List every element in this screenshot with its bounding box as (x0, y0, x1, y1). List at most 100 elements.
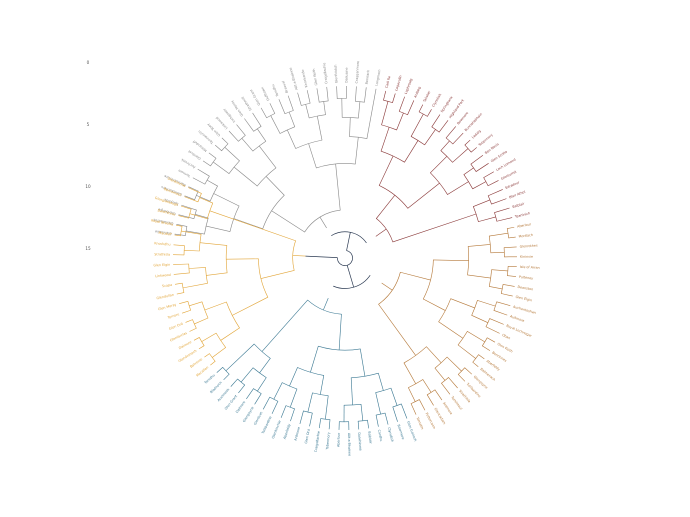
dendrogram-leaf-stem (464, 367, 473, 375)
dendrogram-leaf-stem (491, 198, 507, 205)
dendrogram-link-radial (349, 117, 351, 137)
leaf-label: Miltonduff (192, 139, 208, 153)
dendrogram-link-radial (380, 127, 390, 152)
dendrogram-link-radial (213, 193, 240, 207)
dendrogram-link-radial (240, 367, 254, 383)
dendrogram-leaf-stem (189, 327, 197, 332)
dendrogram-leaf-stem (214, 144, 222, 151)
leaf-label: Dalmore (178, 340, 192, 350)
leaf-label: Macallan (195, 365, 209, 377)
dendrogram-link-radial (181, 230, 202, 235)
leaf-label: Glencadam (433, 407, 446, 425)
dendrogram-link-radial (423, 298, 446, 311)
dendrogram-link-radial (378, 155, 394, 186)
leaf-label: Glenkinchie (271, 420, 282, 439)
leaf-label: Auchentoshan (513, 305, 537, 315)
dendrogram-cluster-stem (319, 216, 327, 229)
dendrogram-link-arc (410, 136, 425, 146)
dendrogram-link-radial (473, 199, 491, 207)
dendrogram-leaf-stem (504, 246, 517, 249)
dendrogram-leaf-stem (271, 401, 279, 414)
dendrogram-link-radial (378, 304, 416, 356)
dendrogram-leaf-stem (494, 207, 510, 213)
leaf-label: Tullibardine (261, 416, 273, 436)
dendrogram-link-radial (233, 218, 263, 230)
dendrogram-link-radial (404, 140, 419, 163)
dendrogram-link-arc (317, 345, 361, 351)
leaf-label: Lagavulin (394, 75, 402, 91)
dendrogram-link-radial (194, 317, 209, 325)
dendrogram-link-radial (438, 321, 464, 339)
dendrogram-link-radial (434, 367, 446, 381)
dendrogram-leaf-stem (297, 92, 302, 106)
dendrogram-link-radial (440, 140, 450, 151)
dendrogram-leaf-stem (181, 204, 197, 211)
dendrogram-leaf-stem (290, 408, 295, 422)
dendrogram-link-radial (376, 195, 396, 219)
dendrogram-leaf-stem (262, 397, 271, 410)
dendrogram-link-radial (189, 301, 203, 307)
dendrogram-link-radial (225, 343, 255, 372)
dendrogram-leaf-stem (204, 353, 210, 358)
dendrogram-link-radial (467, 331, 485, 343)
dendrogram-link-radial (430, 156, 448, 174)
dendrogram-leaf-stem (472, 361, 479, 367)
leaf-label: Auchroisk (180, 158, 196, 170)
dendrogram-leaf-stem (174, 234, 181, 237)
leaf-label: Allt-a-Bhainne (347, 433, 352, 456)
leaf-label: Knockdhu (154, 241, 171, 246)
dendrogram-leaf-stem (502, 284, 515, 287)
dendrogram-link-radial (195, 214, 209, 219)
dendrogram-cluster-stem (381, 282, 393, 291)
dendrogram-leaf-stem (470, 154, 484, 165)
leaf-label: Ledaig (471, 129, 482, 139)
dendrogram-link-radial (381, 101, 389, 125)
dendrogram-link-radial (261, 299, 308, 352)
dendrogram-leaf-stem (507, 275, 517, 277)
leaf-label: Glengoyne (242, 406, 255, 423)
leaf-label: Glen Scotia (490, 150, 508, 164)
dendrogram-links (173, 86, 518, 430)
dendrogram-leaf-stem (464, 139, 471, 146)
dendrogram-leaf-stem (184, 196, 199, 203)
leaf-label: Ardmore (293, 426, 301, 441)
leaf-label: Tomore (166, 312, 180, 320)
dendrogram-leaf-stem (507, 226, 515, 229)
dendrogram-link-radial (206, 272, 228, 276)
leaf-label: Craigellachie (322, 62, 328, 84)
dendrogram-leaf-stem (176, 292, 184, 295)
dendrogram-root-radial (305, 255, 338, 258)
leaf-label: Scapa (162, 283, 173, 288)
dendrogram-link-radial (355, 137, 359, 165)
dendrogram-link-radial (258, 145, 277, 169)
leaf-label: Glen Spey (206, 123, 221, 138)
leaf-label: Glen Elgin (153, 263, 170, 268)
dendrogram-link-radial (220, 327, 240, 341)
dendrogram-leaf-stem (401, 403, 408, 419)
dendrogram-link-radial (199, 242, 227, 246)
dendrogram-leaf-stem (407, 100, 415, 115)
dendrogram-leaf-stem (287, 95, 294, 111)
dendrogram-link-radial (390, 388, 398, 406)
leaf-label: Talisker (422, 90, 432, 104)
dendrogram-leaf-stem (441, 383, 451, 395)
leaf-label: Linkwood (155, 273, 171, 278)
leaf-label: Glenlivet (253, 410, 264, 425)
dendrogram-link-radial (338, 314, 342, 351)
leaf-label: Strathisla (154, 252, 170, 256)
dendrogram-leaf-stem (299, 410, 304, 425)
leaf-label: Kininvie (520, 255, 533, 259)
leaf-label: Glenkinchie (167, 176, 186, 188)
dendrogram-link-arc (422, 259, 434, 300)
dendrogram-leaf-stem (185, 319, 193, 323)
dendrogram-link-radial (232, 296, 269, 316)
dendrogram-link-radial (396, 112, 404, 131)
dendrogram-leaf-stem (419, 399, 426, 411)
leaf-label: Laphroaig (404, 78, 413, 95)
leaf-label: Glendullan (156, 293, 174, 301)
dendrogram-leaf-stem (485, 326, 500, 334)
dendrogram-link-arc (349, 136, 368, 139)
leaf-label: Dailuaine (345, 67, 349, 83)
